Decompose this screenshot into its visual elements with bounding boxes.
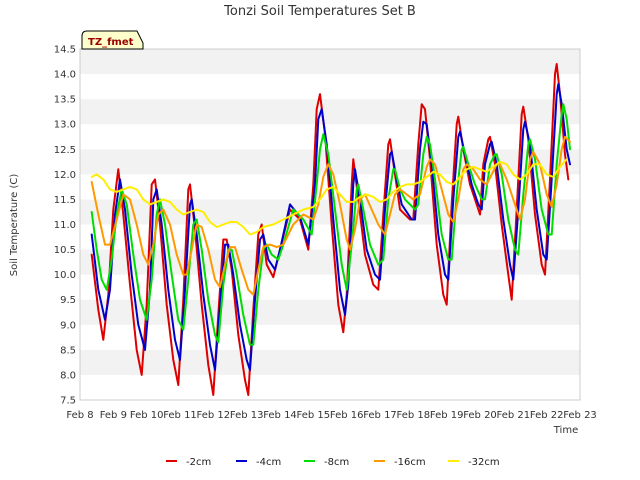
legend-label: -2cm	[186, 457, 211, 468]
x-tick-label: Feb 18	[397, 410, 431, 421]
x-tick-label: Feb 19	[430, 410, 464, 421]
x-tick-label: Feb 17	[363, 410, 397, 421]
x-tick-label: Feb 14	[263, 410, 297, 421]
y-axis-label: Soil Temperature (C)	[9, 174, 20, 277]
plot-background-bands	[80, 49, 580, 400]
series-line-minus-8cm	[90, 103, 571, 346]
tag-box	[81, 30, 144, 50]
tz-fmet-tag: TZ_fmet	[81, 30, 144, 50]
y-tick-label: 9.0	[60, 320, 76, 331]
y-tick-label: 13.0	[54, 120, 76, 131]
grid-band	[80, 324, 580, 350]
x-tick-label: Feb 13	[230, 410, 264, 421]
x-tick-label: Feb 15	[297, 410, 331, 421]
grid-band	[80, 349, 580, 375]
legend-label: -32cm	[468, 457, 500, 468]
grid-band	[80, 124, 580, 150]
y-tick-label: 9.5	[60, 295, 76, 306]
x-axis-label: Time	[553, 425, 578, 436]
y-tick-label: 12.5	[54, 145, 76, 156]
x-tick-label: Feb 12	[197, 410, 231, 421]
x-tick-label: Feb 23	[563, 410, 597, 421]
series-line-minus-4cm	[90, 83, 571, 371]
x-tick-label: Feb 8	[66, 410, 93, 421]
chart-title: Tonzi Soil Temperatures Set B	[223, 4, 416, 19]
x-tick-label: Feb 22	[530, 410, 564, 421]
x-tick-label: Feb 10	[130, 410, 164, 421]
series-lines	[90, 63, 571, 396]
y-tick-label: 10.0	[54, 270, 76, 281]
y-tick-label: 11.5	[54, 195, 76, 206]
y-tick-labels: 7.5 8.0 8.5 9.0 9.5 10.0 10.5 11.0 11.5 12.0 12.5 1…	[54, 45, 76, 407]
legend: -2cm -4cm -8cm -16cm -32cm	[166, 457, 500, 468]
y-tick-label: 12.0	[54, 170, 76, 181]
x-tick-label: Feb 21	[497, 410, 531, 421]
y-tick-label: 13.5	[54, 95, 76, 106]
x-tick-label: Feb 16	[330, 410, 364, 421]
tag-label: TZ_fmet	[88, 37, 134, 48]
x-tick-label: Feb 9	[100, 410, 127, 421]
grid-band	[80, 274, 580, 300]
plot-frame	[79, 48, 581, 401]
grid-band	[80, 49, 580, 75]
grid-band	[80, 74, 580, 100]
y-tick-label: 14.0	[54, 70, 76, 81]
series-line-minus-32cm	[90, 158, 568, 236]
legend-label: -8cm	[324, 457, 349, 468]
grid-band	[80, 99, 580, 125]
x-tick-label: Feb 20	[463, 410, 497, 421]
y-tick-label: 14.5	[54, 45, 76, 56]
grid-band	[80, 374, 580, 400]
grid-band	[80, 299, 580, 325]
x-tick-label: Feb 11	[163, 410, 197, 421]
y-tick-label: 11.0	[54, 220, 76, 231]
x-tick-labels: Feb 8 Feb 9 Feb 10 Feb 11 Feb 12 Feb 13 Feb 14…	[66, 410, 596, 421]
legend-label: -4cm	[256, 457, 281, 468]
legend-label: -16cm	[394, 457, 426, 468]
y-tick-label: 7.5	[60, 396, 76, 407]
y-tick-label: 8.0	[60, 370, 76, 381]
y-tick-label: 8.5	[60, 345, 76, 356]
y-tick-label: 10.5	[54, 245, 76, 256]
